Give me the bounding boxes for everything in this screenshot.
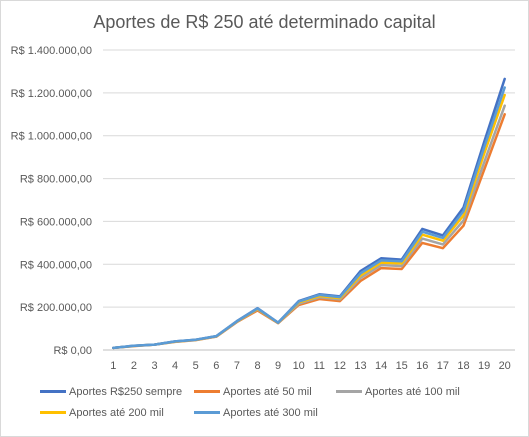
x-tick-label: 11 — [314, 360, 325, 372]
legend-item-4: Aportes até 200 mil — [40, 405, 164, 421]
x-tick-label: 13 — [354, 360, 366, 372]
x-tick-label: 20 — [499, 360, 511, 372]
series-line-3 — [112, 104, 506, 350]
legend-item-3: Aportes até 100 mil — [336, 384, 460, 400]
x-tick-label: 9 — [275, 360, 281, 372]
legend-item-1: Aportes R$250 sempre — [40, 384, 182, 400]
legend-swatch — [40, 389, 66, 393]
y-tick-label: R$ 400.000,00 — [20, 259, 92, 271]
y-tick-label: R$ 0,00 — [53, 345, 92, 357]
x-tick-label: 5 — [193, 360, 199, 372]
series-line-5 — [112, 86, 506, 350]
legend-label: Aportes até 200 mil — [69, 407, 164, 419]
x-tick-label: 7 — [234, 360, 240, 372]
y-tick-label: R$ 200.000,00 — [20, 302, 92, 314]
x-tick-label: 10 — [293, 360, 305, 372]
legend-label: Aportes R$250 sempre — [69, 386, 183, 398]
x-tick-label: 19 — [478, 360, 490, 372]
y-tick-label: R$ 1.200.000,00 — [11, 88, 92, 100]
legend-item-2: Aportes até 50 mil — [194, 384, 312, 400]
x-tick-label: 6 — [213, 360, 219, 372]
legend-swatch — [194, 389, 220, 393]
x-tick-label: 8 — [254, 360, 260, 372]
legend-item-5: Aportes até 300 mil — [194, 405, 318, 421]
x-tick-label: 1 — [110, 360, 116, 372]
x-tick-label: 14 — [375, 360, 387, 372]
x-tick-label: 17 — [437, 360, 449, 372]
x-tick-label: 18 — [457, 360, 469, 372]
legend: Aportes R$250 sempre Aportes até 50 mil Ap… — [40, 384, 520, 426]
legend-swatch — [40, 410, 66, 414]
legend-swatch — [194, 410, 220, 414]
chart-title: Aportes de R$ 250 até determinado capita… — [93, 12, 436, 32]
legend-label: Aportes até 300 mil — [223, 407, 318, 419]
y-tick-label: R$ 600.000,00 — [20, 216, 92, 228]
y-tick-label: R$ 1.000.000,00 — [11, 131, 92, 143]
legend-label: Aportes até 100 mil — [365, 386, 460, 398]
legend-swatch — [336, 389, 362, 393]
y-tick-label: R$ 800.000,00 — [20, 174, 92, 186]
legend-label: Aportes até 50 mil — [223, 386, 312, 398]
x-tick-label: 15 — [396, 360, 408, 372]
x-tick-label: 3 — [151, 360, 157, 372]
x-tick-label: 12 — [334, 360, 346, 372]
x-tick-label: 2 — [131, 360, 137, 372]
x-tick-label: 16 — [416, 360, 428, 372]
y-tick-label: R$ 1.400.000,00 — [11, 45, 92, 57]
x-tick-label: 4 — [172, 360, 178, 372]
